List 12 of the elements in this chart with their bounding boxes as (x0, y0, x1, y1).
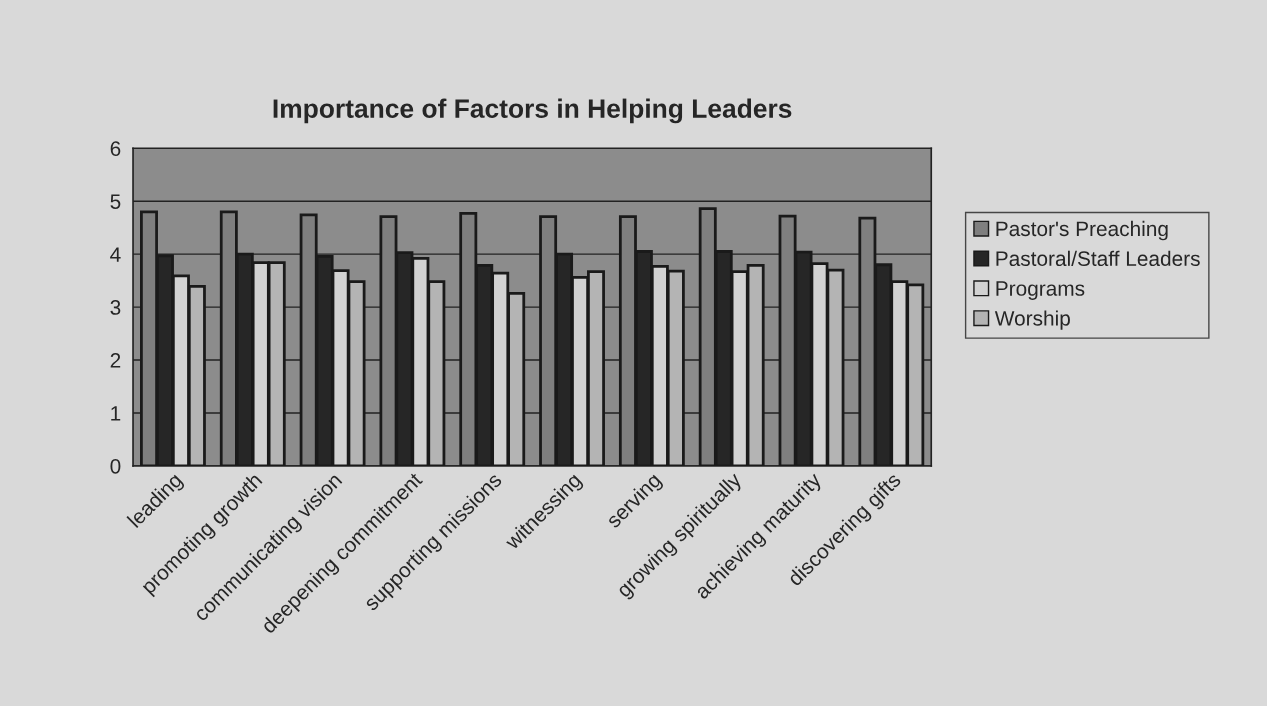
y-tick-label: 3 (110, 300, 121, 315)
y-tick-label: 6 (110, 141, 121, 157)
y-tick-label: 1 (111, 406, 121, 421)
chart-title: Importance of Factors in Helping Leaders (273, 98, 792, 124)
legend-label: Programs (996, 281, 1085, 300)
legend-label: Pastor's Preaching (996, 220, 1168, 241)
y-tick-label: 4 (110, 247, 121, 262)
y-tick-label: 0 (110, 458, 121, 474)
y-tick-label: 5 (110, 194, 121, 209)
legend-label: Pastoral/Staff Leaders (996, 250, 1200, 267)
y-tick-label: 2 (110, 353, 121, 368)
legend-label: Worship (994, 310, 1070, 330)
